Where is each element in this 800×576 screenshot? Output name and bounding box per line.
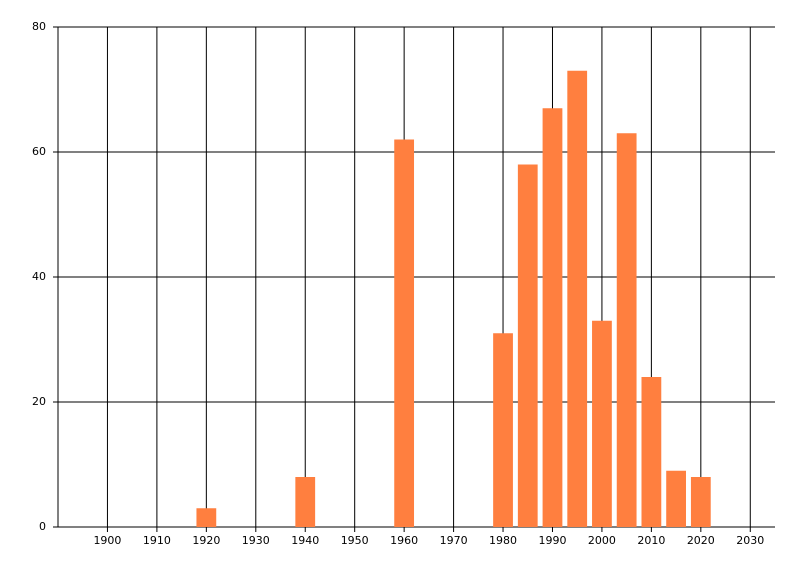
- bar: [567, 70, 588, 527]
- bar: [641, 377, 662, 527]
- x-tick-label: 1970: [440, 534, 468, 547]
- bar: [517, 164, 538, 527]
- x-tick-label: 1980: [489, 534, 517, 547]
- x-tick-label: 1940: [291, 534, 319, 547]
- y-tick-label: 40: [32, 270, 46, 283]
- bar: [493, 333, 513, 527]
- bar: [616, 133, 637, 527]
- y-tick-label: 20: [32, 395, 46, 408]
- y-tick-label: 60: [32, 145, 46, 158]
- x-tick-label: 2010: [637, 534, 665, 547]
- x-tick-label: 2030: [736, 534, 764, 547]
- x-tick-label: 1920: [192, 534, 220, 547]
- bar: [592, 320, 612, 527]
- bar: [666, 470, 686, 527]
- y-tick-label: 0: [39, 520, 46, 533]
- y-tick-label: 80: [32, 20, 46, 33]
- bar: [690, 477, 711, 527]
- x-tick-label: 1950: [341, 534, 369, 547]
- bar: [196, 508, 217, 527]
- x-tick-label: 1930: [242, 534, 270, 547]
- x-tick-label: 2000: [588, 534, 616, 547]
- x-tick-label: 1910: [143, 534, 171, 547]
- bar: [394, 139, 415, 527]
- x-tick-label: 2020: [687, 534, 715, 547]
- bar: [295, 477, 316, 527]
- x-tick-label: 1900: [93, 534, 121, 547]
- x-tick-label: 1990: [538, 534, 566, 547]
- bar: [542, 108, 563, 527]
- x-tick-label: 1960: [390, 534, 418, 547]
